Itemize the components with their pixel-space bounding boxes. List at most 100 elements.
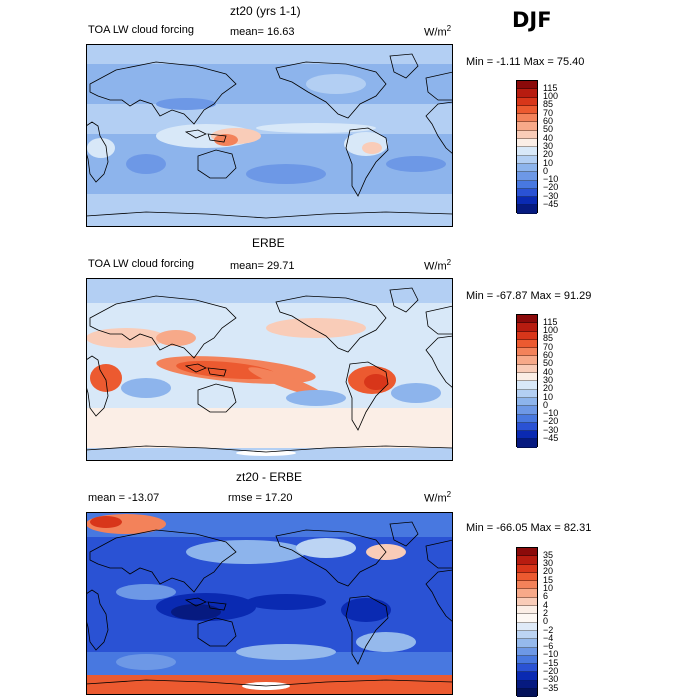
- coastline: [389, 53, 419, 79]
- panel2-min-max: Min = -67.87 Max = 91.29: [466, 290, 592, 302]
- colorbar-swatch: [517, 414, 537, 423]
- field-contour: [364, 374, 388, 390]
- field-contour: [248, 367, 324, 397]
- colorbar-level-label: 60: [543, 116, 554, 126]
- colorbar-swatch: [517, 581, 537, 590]
- colorbar-level-label: −30: [543, 674, 559, 685]
- field-contour: [156, 330, 196, 346]
- colorbar-level-label: 100: [543, 91, 559, 102]
- field-contour: [126, 154, 166, 174]
- coastline: [345, 361, 389, 431]
- colorbar-swatch: [517, 630, 537, 640]
- colorbar-level-label: 0: [543, 616, 549, 627]
- field-contour: [86, 328, 166, 348]
- coastline: [89, 295, 237, 359]
- field-contour: [296, 538, 356, 558]
- colorbar-level-label: 40: [543, 132, 554, 143]
- coastline: [197, 149, 237, 179]
- colorbar-level-label: 20: [543, 149, 554, 160]
- field-contour: [256, 123, 376, 133]
- colorbar-swatch: [517, 97, 537, 106]
- colorbar-level-label: 35: [543, 549, 554, 560]
- colorbar-swatch: [517, 614, 537, 623]
- field-contour: [356, 632, 416, 652]
- coastline: [86, 679, 453, 695]
- field-band: [86, 408, 453, 448]
- colorbar-level-label: −30: [543, 190, 559, 201]
- coastline: [207, 601, 227, 611]
- colorbar-swatch: [517, 589, 537, 598]
- colorbar-level-label: 30: [543, 374, 554, 385]
- coastline: [86, 121, 109, 183]
- coastline: [184, 597, 207, 607]
- colorbar-swatch: [517, 172, 537, 181]
- field-band: [86, 44, 453, 64]
- panel3-map: [86, 512, 453, 695]
- colorbar-swatch: [517, 323, 537, 332]
- field-contour: [90, 364, 122, 392]
- colorbar-swatch: [517, 373, 537, 382]
- coastline: [184, 129, 207, 139]
- colorbar-level-label: −4: [543, 632, 554, 643]
- colorbar-swatch: [517, 81, 537, 90]
- colorbar-swatch: [517, 364, 537, 374]
- colorbar-swatch: [517, 197, 537, 206]
- map-frame: [86, 278, 453, 461]
- panel2-title: ERBE: [252, 236, 285, 250]
- colorbar-swatch: [517, 348, 537, 357]
- colorbar-level-label: 6: [543, 591, 549, 602]
- colorbar-level-label: 50: [543, 358, 554, 369]
- coastline: [275, 295, 387, 353]
- colorbar-swatch: [517, 205, 537, 214]
- field-contour: [87, 138, 115, 158]
- colorbar-swatch: [517, 406, 537, 415]
- colorbar-swatch: [517, 597, 537, 607]
- colorbar-level-label: 115: [543, 316, 558, 327]
- colorbar-level-label: 2: [543, 607, 549, 618]
- coastline: [425, 101, 453, 155]
- coastline: [207, 367, 227, 377]
- colorbar-level-label: −20: [543, 182, 559, 193]
- panel3-mean: mean = -13.07: [88, 492, 160, 504]
- field-contour: [386, 156, 446, 172]
- field-band: [86, 194, 453, 227]
- colorbar-level-label: −45: [543, 199, 559, 209]
- colorbar-swatch: [517, 339, 537, 349]
- colorbar-swatch: [517, 188, 537, 198]
- colorbar-swatch: [517, 606, 537, 615]
- coastline: [425, 305, 453, 335]
- coastline: [89, 529, 237, 593]
- coastline: [389, 287, 419, 313]
- colorbar-frame: [516, 314, 538, 448]
- panel1-subtitle: TOA LW cloud forcing: [88, 24, 194, 36]
- field-contour: [171, 604, 221, 620]
- colorbar-level-label: 10: [543, 391, 554, 402]
- colorbar-swatch: [517, 655, 537, 665]
- coastline: [275, 529, 387, 587]
- colorbar-level-label: −20: [543, 666, 559, 676]
- coastline: [184, 363, 207, 373]
- coastline: [86, 445, 453, 461]
- colorbar-level-label: 10: [543, 157, 554, 168]
- panel1-units: W/m2: [424, 24, 452, 39]
- colorbar-swatch: [517, 356, 537, 365]
- colorbar-swatch: [517, 315, 537, 324]
- panel2-map: [86, 278, 453, 461]
- coastline: [89, 61, 237, 125]
- colorbar-swatch: [517, 397, 537, 407]
- colorbar-swatch: [517, 564, 537, 573]
- field-contour: [362, 142, 382, 154]
- panel1-min-max: Min = -1.11 Max = 75.40: [466, 56, 585, 68]
- coastline: [86, 589, 109, 651]
- colorbar-level-label: −2: [543, 624, 554, 635]
- colorbar-swatch: [517, 163, 537, 173]
- panel2-subtitle: TOA LW cloud forcing: [88, 258, 194, 270]
- panel3-rmse: rmse = 17.20: [228, 492, 293, 504]
- panel3-title: zt20 - ERBE: [236, 470, 303, 484]
- coastline: [425, 335, 453, 389]
- colorbar-swatch: [517, 647, 537, 656]
- field-contour: [186, 540, 306, 564]
- coastline: [345, 595, 389, 665]
- colorbar-swatch: [517, 672, 537, 681]
- coastline: [389, 521, 419, 547]
